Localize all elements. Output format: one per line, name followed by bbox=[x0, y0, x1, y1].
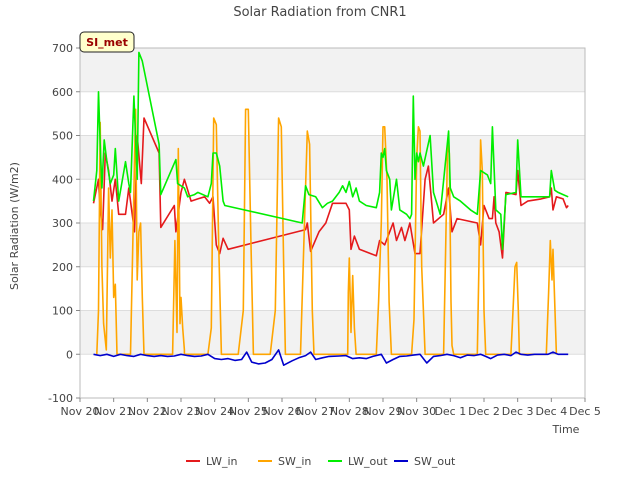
x-tick-label: Nov 26 bbox=[263, 405, 302, 418]
series-line-sw-out bbox=[93, 349, 569, 366]
y-tick-label: 300 bbox=[52, 217, 73, 230]
series-line-lw-in bbox=[92, 117, 569, 259]
grid-bands bbox=[80, 48, 585, 355]
x-tick-label: Nov 24 bbox=[195, 405, 234, 418]
grid-band bbox=[80, 310, 585, 355]
x-tick-label: Dec 5 bbox=[569, 405, 601, 418]
x-tick-label: Nov 20 bbox=[61, 405, 100, 418]
y-tick-label: 100 bbox=[52, 305, 73, 318]
x-tick-label: Nov 28 bbox=[330, 405, 369, 418]
series-line-lw-out bbox=[92, 51, 569, 251]
x-tick-label: Dec 1 bbox=[434, 405, 466, 418]
legend-label: SW_in bbox=[278, 455, 311, 468]
grid-band bbox=[80, 48, 585, 92]
chart-title: Solar Radiation from CNR1 bbox=[233, 5, 406, 20]
x-tick-label: Nov 27 bbox=[296, 405, 335, 418]
x-tick-label: Nov 22 bbox=[128, 405, 167, 418]
y-tick-label: 600 bbox=[52, 86, 73, 99]
y-tick-label: 500 bbox=[52, 130, 73, 143]
y-tick-label: 700 bbox=[52, 42, 73, 55]
legend-label: LW_in bbox=[206, 455, 238, 468]
y-axis-ticks: -100 0 100 200 300 400 500 600 700 bbox=[48, 42, 80, 405]
legend-label: LW_out bbox=[348, 455, 388, 468]
legend-label: SW_out bbox=[414, 455, 456, 468]
x-tick-label: Dec 3 bbox=[502, 405, 534, 418]
y-tick-label: 200 bbox=[52, 261, 73, 274]
series-lines bbox=[92, 51, 569, 366]
badge-box bbox=[79, 31, 135, 53]
y-tick-label: -100 bbox=[48, 392, 73, 405]
x-tick-label: Nov 25 bbox=[229, 405, 268, 418]
x-tick-label: Dec 4 bbox=[535, 405, 567, 418]
x-tick-label: Nov 29 bbox=[364, 405, 403, 418]
x-tick-label: Dec 2 bbox=[468, 405, 500, 418]
grid-band bbox=[80, 223, 585, 267]
x-tick-label: Nov 30 bbox=[397, 405, 436, 418]
badge-label: SI_met bbox=[86, 36, 128, 49]
series-line-sw-in bbox=[96, 108, 558, 356]
y-axis-label: Solar Radiation (W/m2) bbox=[8, 162, 21, 290]
y-tick-label: 400 bbox=[52, 173, 73, 186]
x-tick-label: Nov 23 bbox=[162, 405, 201, 418]
x-axis-label: Time bbox=[552, 423, 580, 436]
grid-band bbox=[80, 135, 585, 180]
si-met-badge: SI_met bbox=[79, 31, 135, 53]
y-tick-label: 0 bbox=[66, 348, 73, 361]
x-tick-label: Nov 21 bbox=[94, 405, 133, 418]
legend: LW_in SW_in LW_out SW_out bbox=[186, 455, 456, 468]
